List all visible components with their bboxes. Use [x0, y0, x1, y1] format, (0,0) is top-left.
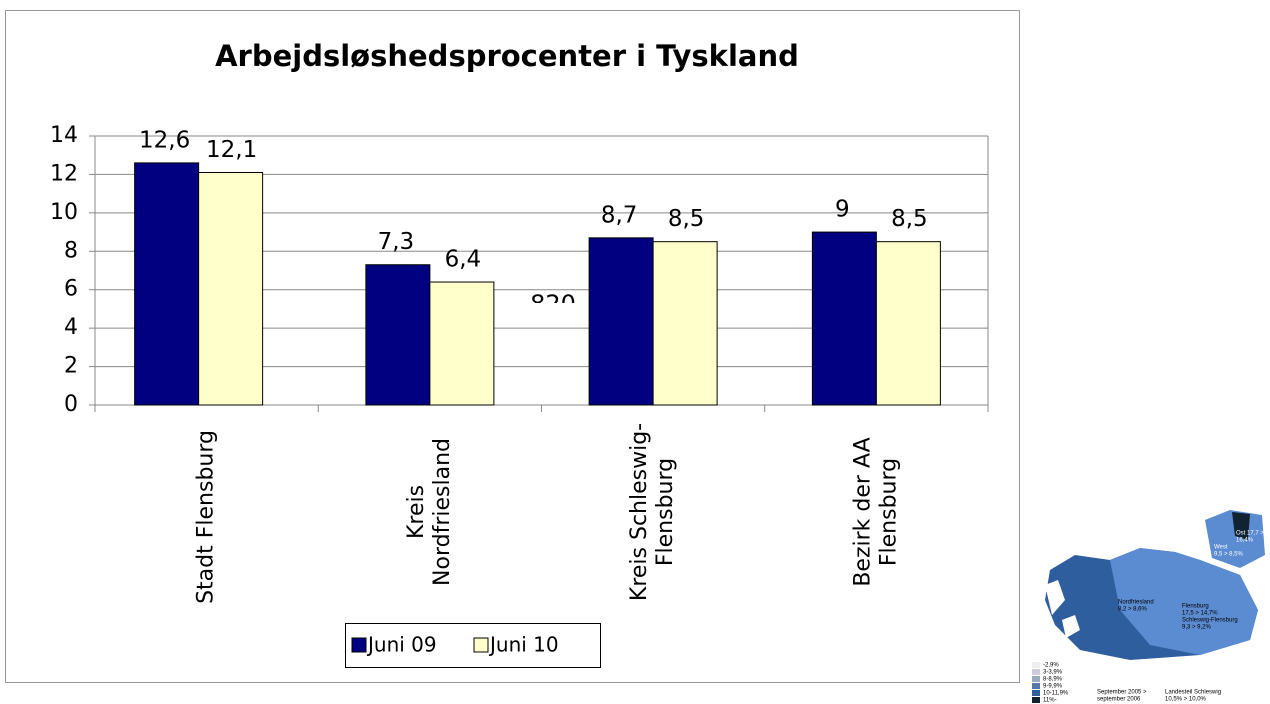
map-legend-label: -2,9%	[1043, 663, 1059, 669]
map-legend-swatch	[1032, 690, 1040, 696]
x-tick-label-line: Stadt Flensburg	[194, 430, 219, 604]
map-note: Landesteil Schleswig	[1165, 690, 1221, 696]
value-label: 12,1	[206, 137, 257, 163]
value-label: 6,4	[445, 247, 482, 273]
bar	[134, 162, 200, 406]
map-label: Ost 17,7 >	[1236, 531, 1264, 537]
x-tick-label-line: Bezirk der AA	[850, 437, 875, 586]
value-label: 7,3	[378, 229, 415, 255]
bar	[198, 172, 264, 406]
legend-swatch	[351, 637, 367, 653]
bar	[588, 237, 654, 406]
x-tick-label: Kreis Schleswig-Flensburg	[627, 423, 678, 601]
map-legend-swatch	[1032, 697, 1040, 703]
y-tick-label: 10	[50, 200, 78, 225]
map-label: 17,5 > 14,7%	[1182, 611, 1218, 617]
map-legend-label: 11%-	[1043, 698, 1057, 704]
y-tick-label: 8	[64, 238, 78, 263]
map-label: 9,3 > 9,2%	[1182, 625, 1212, 631]
y-tick-label: 12	[50, 161, 78, 186]
value-label: 8,5	[891, 206, 928, 232]
legend-box	[345, 623, 601, 668]
map-note: 10,5% > 10,0%	[1165, 697, 1207, 703]
x-tick-label: KreisNordfriesland	[404, 438, 455, 586]
map-label: Flensburg	[1182, 604, 1209, 610]
map-note: September 2005 >	[1097, 690, 1147, 696]
bar	[429, 281, 495, 406]
x-tick-label-line: Flensburg	[876, 458, 901, 566]
map-legend-label: 3-3,9%	[1043, 670, 1063, 676]
map-label: 16,4%	[1236, 538, 1254, 544]
chart-title: Arbejdsløshedsprocenter i Tyskland	[215, 39, 799, 73]
map-label: 9,5 > 8,5%	[1214, 552, 1244, 558]
value-label: 12,6	[139, 127, 190, 153]
map-legend-label: 8-8,9%	[1043, 677, 1063, 683]
x-tick-label-line: Flensburg	[653, 458, 678, 566]
x-tick-label: Bezirk der AAFlensburg	[850, 437, 901, 586]
legend-label: Juni 09	[366, 633, 437, 657]
map-legend-swatch	[1032, 676, 1040, 682]
y-tick-label: 6	[64, 277, 78, 302]
value-label: 8,7	[601, 202, 638, 228]
value-label: 9	[835, 197, 850, 223]
map-label: Schleswig-Flensburg	[1182, 618, 1238, 624]
y-tick-label: 0	[64, 392, 78, 417]
bar	[365, 264, 431, 406]
x-tick-label-line: Kreis Schleswig-	[627, 423, 652, 601]
value-label: 8,5	[668, 206, 705, 232]
map-label: West	[1214, 545, 1228, 551]
y-tick-label: 2	[64, 354, 78, 379]
x-tick-label-line: Nordfriesland	[430, 438, 455, 586]
y-tick-label: 14	[50, 123, 78, 148]
map-label: 8,2 > 8,6%	[1118, 607, 1148, 613]
legend-swatch	[473, 637, 489, 653]
map-note: september 2006	[1097, 697, 1141, 703]
x-tick-label: Stadt Flensburg	[194, 430, 219, 604]
map-legend-swatch	[1032, 669, 1040, 675]
legend-label: Juni 10	[488, 633, 559, 657]
bar	[811, 231, 877, 406]
map-inset	[1030, 510, 1270, 704]
annotation: 820	[530, 290, 576, 318]
x-tick-label-line: Kreis	[404, 485, 429, 539]
bar	[875, 241, 941, 406]
y-tick-label: 4	[64, 315, 78, 340]
bar	[652, 241, 718, 406]
map-legend-swatch	[1032, 683, 1040, 689]
map-legend-swatch	[1032, 662, 1040, 668]
map-label: Nordfriesland	[1118, 600, 1154, 606]
map-legend-label: 10-11,9%	[1043, 691, 1069, 697]
map-legend-label: 9-9,9%	[1043, 684, 1063, 690]
